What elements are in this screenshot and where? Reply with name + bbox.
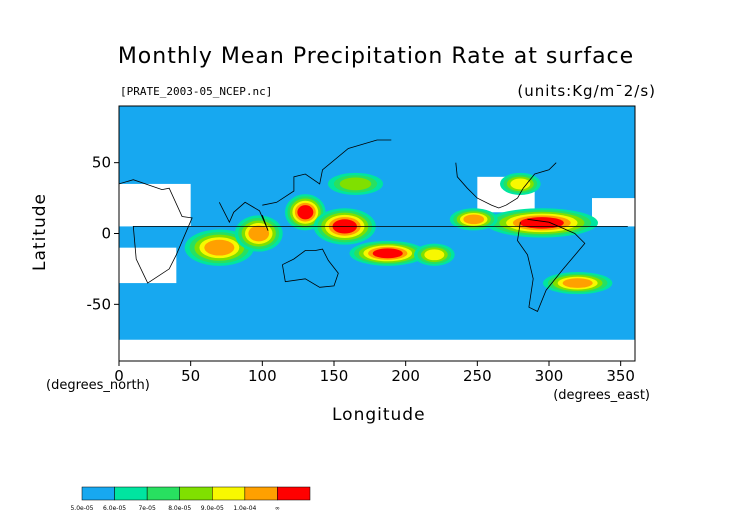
x-tick-label-4: 200 [391,367,420,385]
precip-region-6-band-5 [248,225,270,242]
x-tick-label-5: 250 [463,367,492,385]
precip-region-7-band-4 [424,249,445,261]
colorbar-label-6: ∞ [275,505,280,512]
file-name-label: [PRATE_2003-05_NCEP.nc] [120,85,273,98]
coastline-1 [262,139,392,206]
y-tick-label-1: 0 [101,225,111,243]
dry-region-2 [119,247,177,284]
y-axis-unit-label: (degrees_east) [553,388,650,403]
dry-region-1 [592,198,635,227]
colorbar-swatch-6 [277,486,311,501]
precip-region-5-band-5 [204,239,235,256]
units-label: (units:Kg/m¯2/s) [517,82,656,100]
coastline-0 [118,179,628,284]
precip-region-10-band-3 [339,177,372,191]
dry-region-0 [119,183,191,227]
colorbar-swatch-5 [244,486,278,501]
precip-region-3-band-6 [519,217,564,229]
x-tick-label-3: 150 [320,367,349,385]
colorbar-label-2: 7e-05 [138,505,155,512]
x-axis-unit-label: (degrees_north) [46,378,150,393]
colorbar-swatch-2 [146,486,180,501]
colorbar-swatch-1 [114,486,148,501]
coastline-5 [455,162,557,209]
coastline-3 [282,248,339,288]
precip-region-4-band-5 [463,214,485,225]
colorbar-label-0: 5.0e-05 [70,505,93,512]
colorbar-swatch-0 [81,486,115,501]
chart-title: Monthly Mean Precipitation Rate at surfa… [117,44,635,69]
colorbar-label-1: 6.0e-05 [103,505,126,512]
x-axis-label: Longitude [332,405,426,425]
y-tick-label-2: -50 [87,295,112,313]
precip-region-0-band-6 [297,205,314,220]
colorbar-swatch-4 [212,486,246,501]
colorbar-swatch-3 [179,486,213,501]
x-tick-label-1: 50 [181,367,200,385]
precip-region-8-band-5 [562,278,593,288]
x-tick-label-2: 100 [248,367,277,385]
x-tick-label-6: 300 [535,367,564,385]
y-tick-label-0: 50 [92,154,111,172]
precip-region-2-band-6 [372,248,403,259]
dry-region-4 [119,339,635,361]
colorbar-label-4: 9.0e-05 [201,505,224,512]
coastline-4 [517,218,586,312]
coastline-2 [218,201,269,231]
colorbar-label-3: 8.0e-05 [168,505,191,512]
precip-region-9-band-4 [510,178,531,190]
x-tick-label-7: 350 [606,367,635,385]
x-tick-label-0: 0 [114,367,124,385]
colorbar-label-5: 1.0e-04 [233,505,256,512]
